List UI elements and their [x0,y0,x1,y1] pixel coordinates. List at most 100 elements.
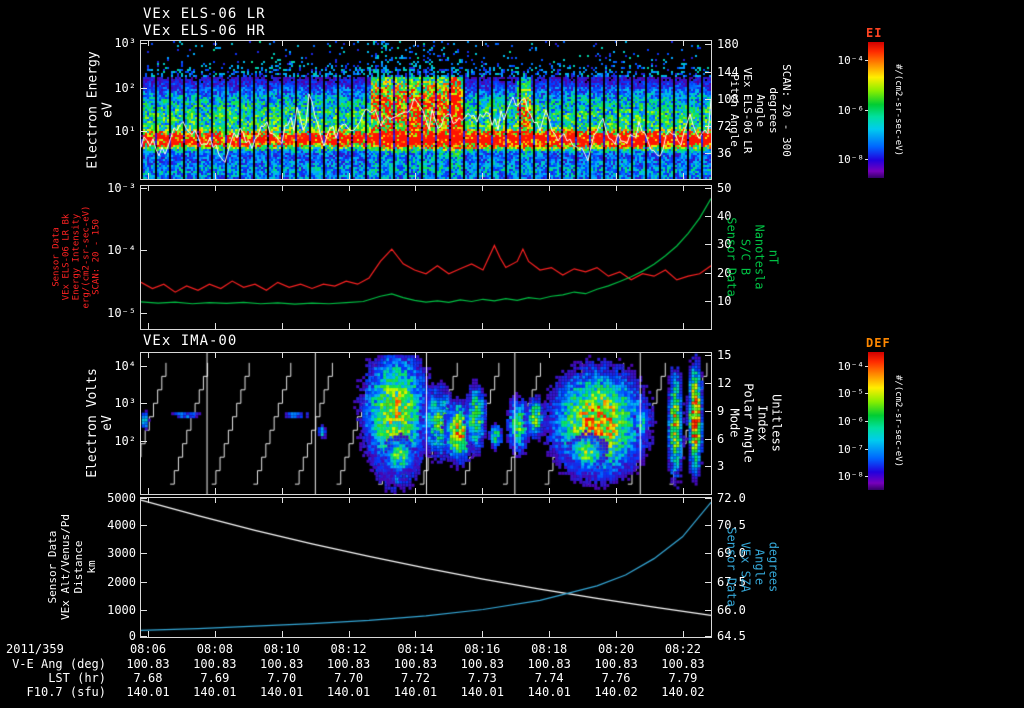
panel4-right-tick-mark [705,525,711,527]
info-row-value: 140.01 [126,685,170,699]
panel1-right-tick-label: 36 [717,146,732,161]
panel3-right-tick-label: 9 [717,403,725,418]
time-tick-label: 08:14 [397,642,434,656]
panel2-right-tick-label: 50 [717,180,732,195]
panel4-right-tick-mark [705,609,711,611]
time-tick-label: 08:20 [598,642,635,656]
panel3-left-tick-label: 10³ [114,396,136,411]
panel2-time-tick-top [148,186,149,191]
time-tick-label: 08:18 [531,642,568,656]
ima-colorbar-tick-mark [865,421,868,422]
ima-colorbar-tick-mark [865,476,868,478]
panel2-left-tick-label: 10⁻³ [107,180,136,195]
info-row-value: 7.70 [267,671,297,685]
panel1-time-tick-bottom [148,173,149,179]
panel4-left-tick-label: 5000 [107,490,136,505]
panel4-right-tick-mark [705,497,711,499]
els-colorbar-tick-mark [865,59,868,61]
panel4-time-tick-bottom [549,631,551,637]
info-row-label: F10.7 (sfu) [26,685,106,699]
panel3-time-tick-top [214,353,216,358]
panel2-time-tick-top [482,186,484,191]
panel1-time-tick-top [549,41,551,46]
panel4-time-tick-top [682,498,684,503]
panel4-left-tick-label: 2000 [107,574,136,589]
sza-axis-label: degrees Angle VEx SZA Sensor Data [724,527,781,607]
panel2-time-tick-top [616,186,618,191]
ima-colorbar-title: DEF [866,336,891,350]
panel4-left-tick-mark [141,635,147,637]
panel3-time-tick-bottom [482,488,484,494]
time-tick-label: 08:16 [464,642,501,656]
time-tick-label: 08:08 [196,642,233,656]
pitch-angle-axis-label: SCAN: 20 - 300 degrees Angle VEx ELS-06 … [727,63,793,157]
panel4-right-tick-mark [705,635,711,637]
ima-colorbar-unit-label: #/(cm2-sr-sec-eV) [893,374,904,468]
panel2-time-tick-top [549,186,551,191]
panel3-time-tick-top [281,353,283,358]
els-colorbar-tick-mark [865,158,868,160]
info-row-value: 140.01 [393,685,438,699]
panel1-time-tick-top [616,41,618,46]
panel4-left-tick-label: 1000 [107,602,136,617]
panel3-left-tick-label: 10⁴ [114,359,136,374]
panel1-time-tick-top [348,41,350,46]
panel1-left-tick-label: 10² [114,80,136,95]
els-spectrogram-panel [140,40,712,180]
panel1-left-tick-mark [141,131,147,132]
panel1-right-tick-label: 180 [717,37,739,52]
panel1-right-tick-label: 144 [717,64,739,79]
panel2-time-tick-top [415,186,417,191]
info-row-value: 100.83 [193,657,237,671]
panel1-time-tick-top [415,41,417,46]
panel2-time-tick-bottom [616,323,618,329]
panel2-right-tick-mark [705,272,711,274]
panel1-time-tick-top [482,41,484,46]
panel1-time-tick-bottom [482,173,484,179]
info-row-value: 7.73 [467,671,497,685]
panel2-time-tick-top [682,186,684,191]
panel1-right-tick-label: 108 [717,91,739,106]
panel2-right-tick-mark [705,244,711,246]
panel2-left-tick-mark [141,250,147,252]
time-tick-label: 08:12 [330,642,367,656]
ima-energy-axis-label: Electron Volts eV [84,368,115,478]
panel1-left-tick-label: 10¹ [114,124,136,138]
panel1-time-tick-bottom [616,173,618,179]
panel2-left-tick-mark [141,312,147,314]
panel4-time-tick-bottom [214,631,216,637]
plot-title-els-hr: VEx ELS-06 HR [143,23,266,39]
panel4-time-tick-top [415,498,417,503]
panel4-time-tick-top [616,498,618,503]
panel4-time-tick-bottom [281,631,283,637]
panel2-time-tick-top [348,186,350,191]
panel2-time-tick-top [214,186,216,191]
panel2-time-tick-bottom [148,323,149,329]
info-row-value: 100.83 [326,657,371,671]
panel4-time-tick-bottom [348,631,350,637]
time-tick-label: 08:22 [664,642,701,656]
panel4-time-tick-top [482,498,484,503]
info-row-value: 7.79 [668,671,698,685]
panel2-right-tick-label: 30 [717,237,732,252]
panel2-right-tick-label: 20 [717,265,732,280]
panel2-right-tick-mark [705,301,711,302]
panel4-time-tick-top [148,498,149,503]
info-row-value: 100.83 [527,657,571,671]
ima-colorbar-tick-mark [865,448,868,450]
info-row-value: 140.01 [326,685,371,699]
panel1-right-tick-mark [705,71,711,73]
info-row-value: 100.83 [260,657,304,671]
plot-title-els-lr: VEx ELS-06 LR [143,6,266,22]
panel2-time-tick-bottom [214,323,216,329]
panel1-left-tick-mark [141,42,147,44]
info-row-value: 100.83 [126,657,170,671]
els-energy-axis-label: Electron Energy eV [85,51,116,169]
panel3-time-tick-bottom [281,488,283,494]
panel2-time-tick-bottom [549,323,551,329]
panel2-time-tick-bottom [482,323,484,329]
panel4-time-tick-bottom [148,631,149,637]
panel1-time-tick-bottom [682,173,684,179]
panel3-right-tick-mark [705,354,711,356]
